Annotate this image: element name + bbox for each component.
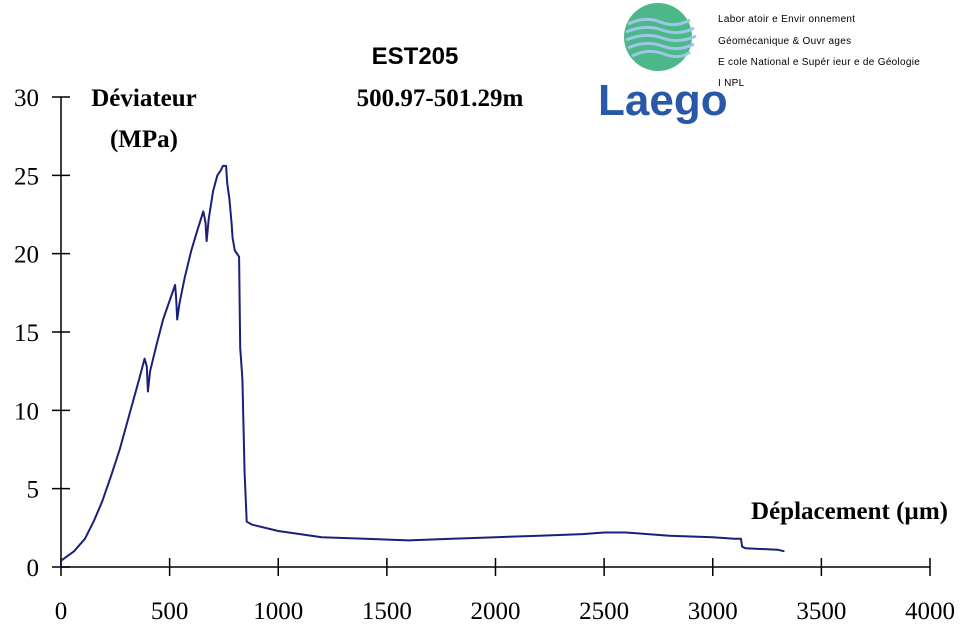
y-tick-label: 15	[14, 320, 39, 347]
lab-line-3: E cole National e Supér ieur e de Géolog…	[718, 57, 920, 68]
x-tick-label: 3000	[688, 598, 738, 625]
y-axis-title-line1: Déviateur	[91, 85, 197, 112]
y-tick-label: 0	[27, 555, 40, 582]
y-tick-label: 25	[14, 163, 39, 190]
series-line	[60, 164, 785, 562]
chart-subtitle: 500.97-501.29m	[357, 85, 524, 112]
chart-title: EST205	[372, 43, 459, 70]
x-tick-label: 0	[55, 598, 68, 625]
x-axis-title: Déplacement (µm)	[751, 498, 948, 525]
laego-logo: Laego Labor atoir e Envir onnement Géomé…	[598, 3, 920, 125]
x-tick-label: 2000	[471, 598, 521, 625]
y-tick-label: 30	[14, 85, 39, 112]
lab-line-4: I NPL	[718, 78, 745, 89]
y-tick-label: 20	[14, 242, 39, 269]
x-tick-label: 500	[151, 598, 189, 625]
laego-globe-icon	[624, 3, 697, 71]
lab-line-2: Géomécanique & Ouvr ages	[718, 36, 851, 47]
x-tick-label: 3500	[796, 598, 846, 625]
lab-line-1: Labor atoir e Envir onnement	[718, 14, 855, 25]
x-tick-label: 4000	[905, 598, 955, 625]
laego-wordmark: Laego	[598, 76, 728, 125]
y-axis-title-line2: (MPa)	[110, 126, 178, 153]
x-tick-label: 1500	[362, 598, 412, 625]
series-layer	[60, 164, 785, 562]
x-tick-label: 2500	[579, 598, 629, 625]
x-tick-label: 1000	[253, 598, 303, 625]
y-tick-label: 10	[14, 398, 39, 425]
axes: 0 5 10 15 20 25 30 0 500 1000 1500 2000 2500 3000 3500…	[14, 85, 955, 625]
y-tick-label: 5	[27, 477, 40, 504]
